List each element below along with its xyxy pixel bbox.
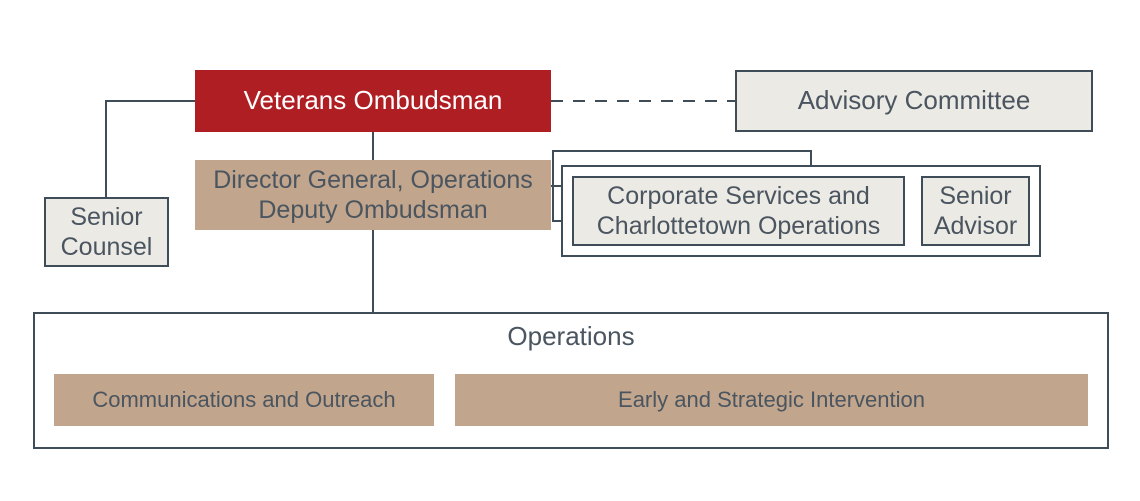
node-operations_title: Operations — [33, 316, 1109, 358]
node-early-label: Early and Strategic Intervention — [618, 387, 925, 413]
node-operations_title-label: Operations — [507, 321, 634, 352]
node-comms-label: Communications and Outreach — [92, 387, 395, 413]
node-comms: Communications and Outreach — [54, 374, 434, 426]
node-ombudsman: Veterans Ombudsman — [195, 70, 551, 132]
node-early: Early and Strategic Intervention — [455, 374, 1088, 426]
node-dg-label: Director General, Operations Deputy Ombu… — [213, 165, 533, 225]
org-chart-canvas: Veterans Ombudsman Advisory Committee Seni… — [0, 0, 1140, 501]
node-dg: Director General, Operations Deputy Ombu… — [195, 160, 551, 230]
node-senior_counsel: Senior Counsel — [44, 197, 169, 267]
node-ombudsman-label: Veterans Ombudsman — [244, 85, 503, 116]
node-senior_advisor-label: Senior Advisor — [934, 181, 1017, 241]
node-corp: Corporate Services and Charlottetown Ope… — [572, 176, 905, 246]
node-advisory: Advisory Committee — [735, 70, 1093, 132]
node-senior_counsel-label: Senior Counsel — [61, 202, 153, 262]
node-corp-label: Corporate Services and Charlottetown Ope… — [597, 181, 880, 241]
node-senior_advisor: Senior Advisor — [921, 176, 1030, 246]
node-advisory-label: Advisory Committee — [798, 85, 1031, 116]
